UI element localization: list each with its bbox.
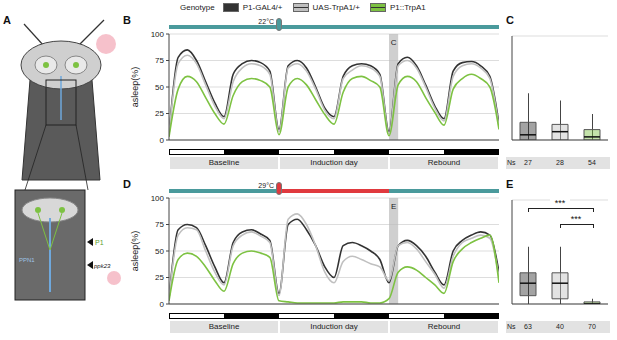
html-text:C: C	[506, 14, 514, 26]
html-text:Baseline: Baseline	[208, 322, 240, 331]
svg-text:PPN1: PPN1	[19, 257, 35, 263]
svg-text:75: 75	[155, 220, 164, 229]
html-text:27: 27	[524, 159, 532, 166]
html-text:Induction day: Induction day	[310, 158, 358, 167]
html-text:63: 63	[524, 323, 532, 330]
svg-text:asleep(%): asleep(%)	[130, 231, 140, 272]
svg-text:25: 25	[155, 109, 164, 118]
svg-text:E: E	[391, 202, 396, 211]
svg-text:ppk23: ppk23	[93, 263, 111, 269]
html-text:Induction day: Induction day	[310, 322, 358, 331]
html-text:D: D	[123, 178, 131, 190]
html-text:40: 40	[556, 323, 564, 330]
svg-text:0: 0	[160, 300, 165, 309]
html-text:Ns: Ns	[507, 323, 516, 330]
html-text:22°C: 22°C	[258, 18, 274, 25]
svg-text:0: 0	[160, 136, 165, 145]
svg-text:25: 25	[155, 273, 164, 282]
html-text:28: 28	[556, 159, 564, 166]
html-text:UAS-TrpA1/+: UAS-TrpA1/+	[312, 3, 360, 12]
svg-text:50: 50	[155, 247, 164, 256]
html-text:E: E	[506, 178, 514, 190]
html-text:54: 54	[588, 159, 596, 166]
html-text:Ns: Ns	[507, 159, 516, 166]
svg-text:A: A	[3, 14, 11, 26]
html-text:70: 70	[588, 323, 596, 330]
html-text:Baseline: Baseline	[208, 158, 240, 167]
svg-text:asleep(%): asleep(%)	[130, 67, 140, 108]
html-text:P1::TrpA1: P1::TrpA1	[390, 3, 426, 12]
svg-text:100: 100	[151, 194, 165, 203]
html-text:Rebound: Rebound	[427, 158, 461, 167]
html-text:29°C: 29°C	[258, 182, 274, 189]
svg-text:75: 75	[155, 56, 164, 65]
html-text:B: B	[123, 14, 131, 26]
svg-text:100: 100	[151, 30, 165, 39]
svg-text:50: 50	[155, 83, 164, 92]
svg-text:P1: P1	[95, 239, 104, 246]
html-text:Genotype: Genotype	[180, 3, 215, 12]
svg-text:C: C	[391, 38, 397, 47]
html-text:P1-GAL4/+: P1-GAL4/+	[242, 3, 283, 12]
html-text:Rebound: Rebound	[427, 322, 461, 331]
